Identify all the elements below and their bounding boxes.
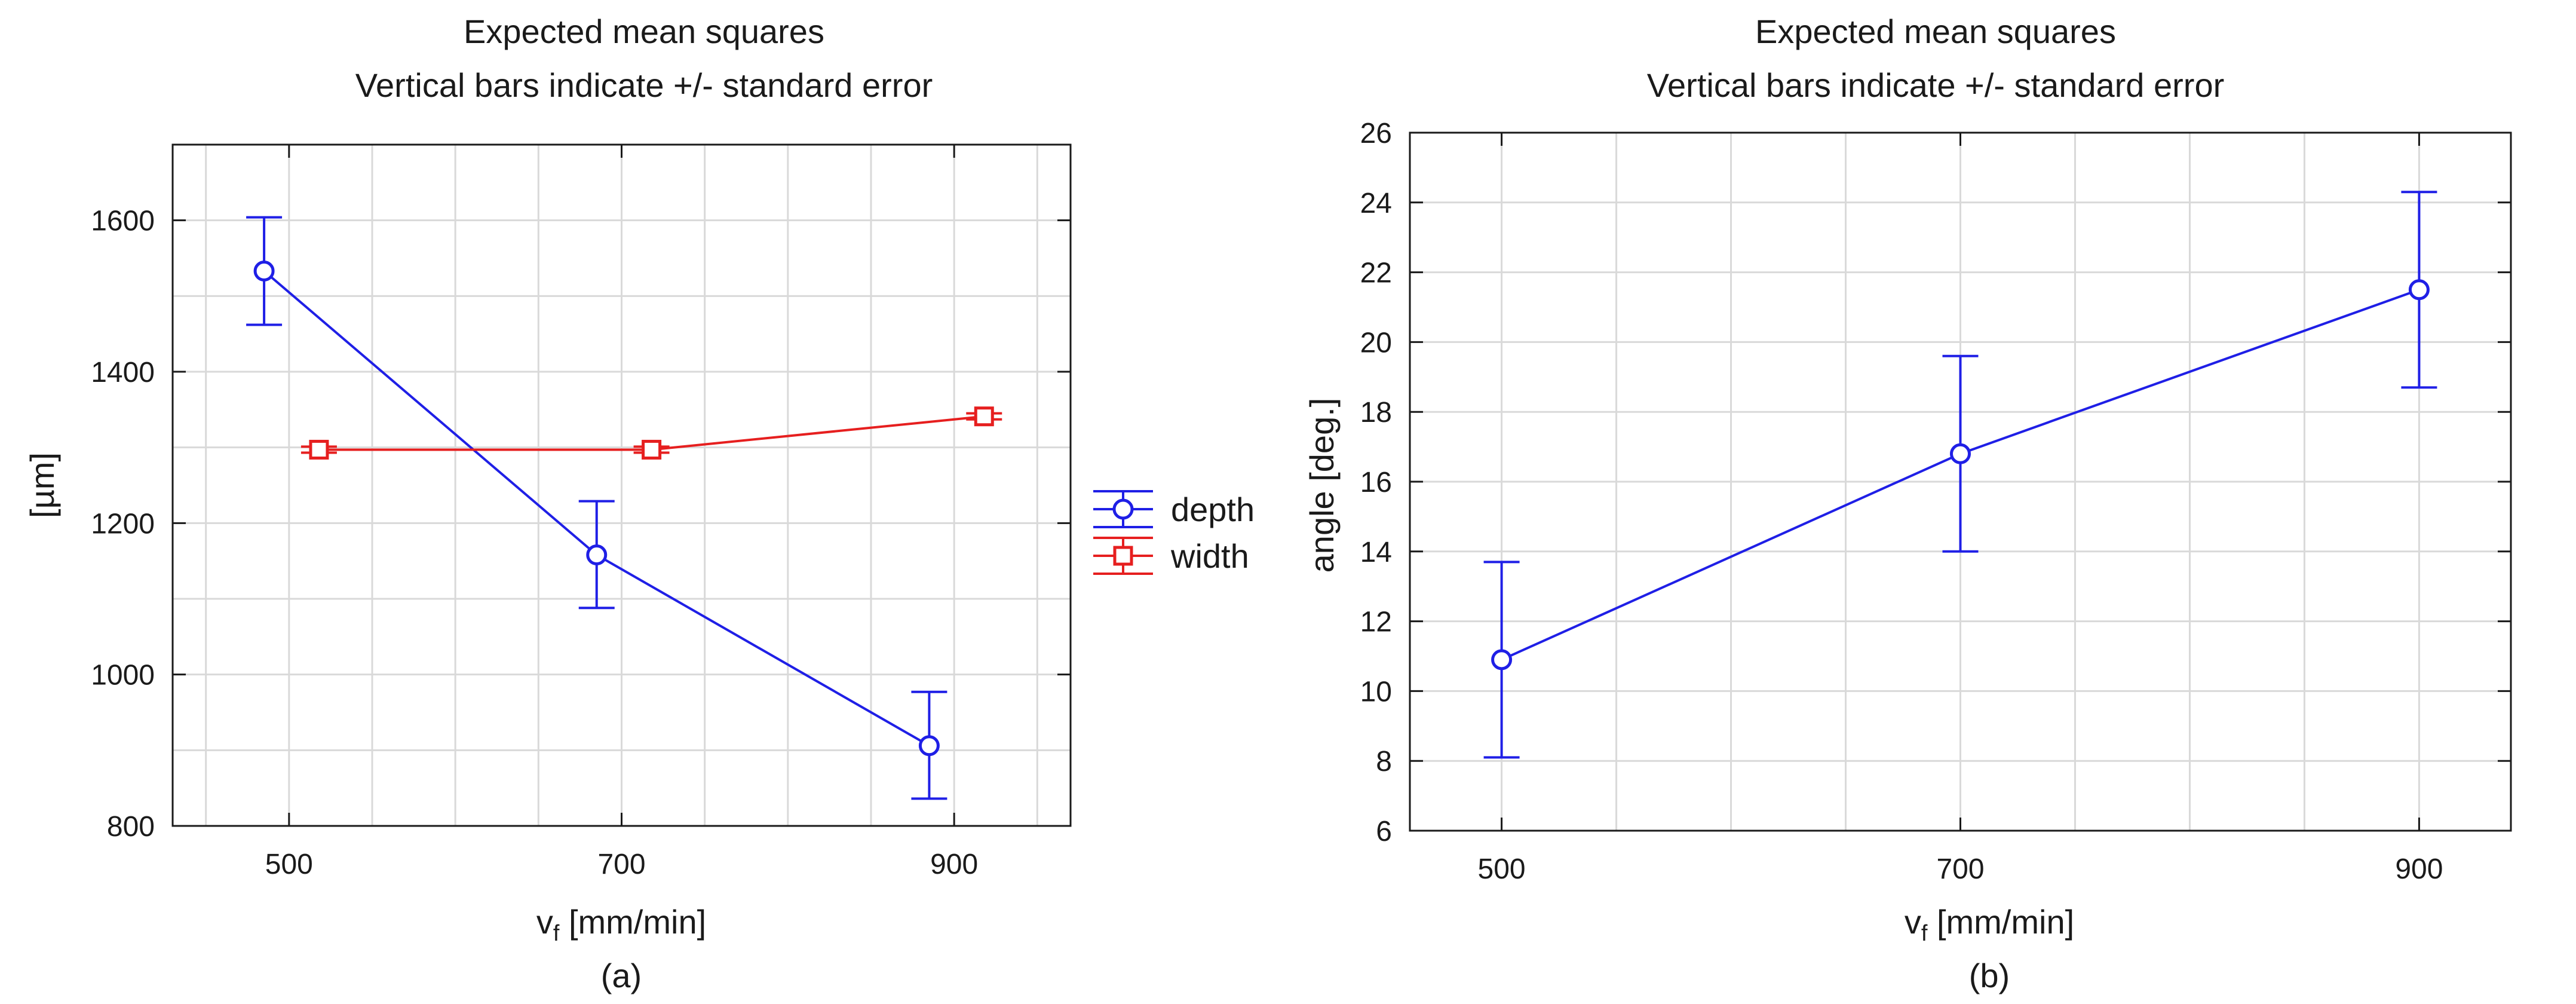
chart-a-title: Expected mean squares <box>464 13 824 50</box>
chart-b-y-tick-label: 10 <box>1360 676 1392 708</box>
chart-b-y-tick-label: 8 <box>1376 746 1392 778</box>
chart-b: Expected mean squares Vertical bars indi… <box>1303 13 2512 994</box>
chart-b-y-tick-label: 20 <box>1360 327 1392 359</box>
chart-a-y-tick-label: 1000 <box>91 660 155 691</box>
chart-a-series-width-point <box>974 406 994 427</box>
chart-a-y-tick-label: 1600 <box>91 206 155 237</box>
chart-a-legend-width-label: width <box>1170 537 1249 575</box>
chart-b-x-axis-label-unit: [mm/min] <box>1927 903 2074 941</box>
chart-a-series-depth-point <box>586 544 608 566</box>
chart-b-x-tick-label: 900 <box>2395 853 2443 885</box>
chart-b-series-s0-point <box>1950 443 1971 464</box>
chart-a-legend-depth-swatch-marker <box>1112 498 1134 520</box>
chart-a-x-axis-label: vf [mm/min] <box>536 903 706 946</box>
chart-a-legend-depth-label: depth <box>1171 491 1255 528</box>
chart-a-grid <box>173 145 1071 826</box>
chart-b-y-axis-label: angle [deg.] <box>1303 398 1341 573</box>
chart-a-panel-label: (a) <box>601 957 642 994</box>
chart-b-y-tick-label: 12 <box>1360 607 1392 638</box>
chart-b-y-tick-label: 26 <box>1360 118 1392 149</box>
chart-b-x-tick-label: 500 <box>1478 853 1526 885</box>
chart-a-y-tick-label: 800 <box>107 811 155 843</box>
chart-a-y-tick-label: 1200 <box>91 508 155 540</box>
chart-b-y-tick-label: 6 <box>1376 816 1392 847</box>
chart-a-y-tick-label: 1400 <box>91 357 155 388</box>
chart-a-series <box>246 216 1002 800</box>
chart-b-x-tick-label: 700 <box>1936 853 1984 885</box>
chart-b-y-tick-label: 14 <box>1360 537 1392 568</box>
chart-b-y-tick-label: 16 <box>1360 467 1392 498</box>
chart-a-x-axis-label-unit: [mm/min] <box>559 903 706 941</box>
chart-b-y-tick-label: 22 <box>1360 258 1392 289</box>
chart-b-title: Expected mean squares <box>1755 13 2116 50</box>
chart-a-ticks: 500 700 900 800 1000 1200 1400 1600 <box>91 145 1071 880</box>
chart-a-x-tick-label: 900 <box>930 849 978 880</box>
chart-b-ticks: 500 700 900 6 8 10 12 14 16 18 20 22 24 26 <box>1360 118 2511 885</box>
chart-b-subtitle: Vertical bars indicate +/- standard erro… <box>1647 66 2224 104</box>
chart-b-series-s0-point <box>2408 279 2430 301</box>
chart-b-series-s0-point <box>1491 649 1513 671</box>
chart-a-subtitle: Vertical bars indicate +/- standard erro… <box>355 66 933 104</box>
chart-b-x-axis-label-sub: f <box>1921 921 1928 946</box>
chart-b-y-tick-label: 24 <box>1360 188 1392 219</box>
chart-a-legend-width-swatch-marker <box>1113 546 1133 566</box>
chart-b-series <box>1483 191 2437 759</box>
chart-b-panel-label: (b) <box>1969 957 2010 994</box>
chart-a-series-width-point <box>309 439 329 460</box>
chart-b-y-tick-label: 18 <box>1360 397 1392 428</box>
chart-a-series-width-point <box>642 439 662 460</box>
chart-a-x-axis-label-v: v <box>536 903 553 941</box>
chart-a-x-tick-label: 700 <box>597 849 645 880</box>
chart-a-series-depth-point <box>918 735 940 757</box>
chart-b-x-axis-label: vf [mm/min] <box>1905 903 2074 946</box>
chart-a-x-tick-label: 500 <box>265 849 313 880</box>
chart-a-x-axis-label-sub: f <box>553 921 560 946</box>
chart-a-legend: depth width <box>1093 490 1255 575</box>
chart-a-y-axis-label: [µm] <box>23 452 61 518</box>
chart-a-series-depth-point <box>253 261 275 282</box>
chart-a: Expected mean squares Vertical bars indi… <box>23 13 1255 994</box>
chart-b-x-axis-label-v: v <box>1905 903 1921 941</box>
